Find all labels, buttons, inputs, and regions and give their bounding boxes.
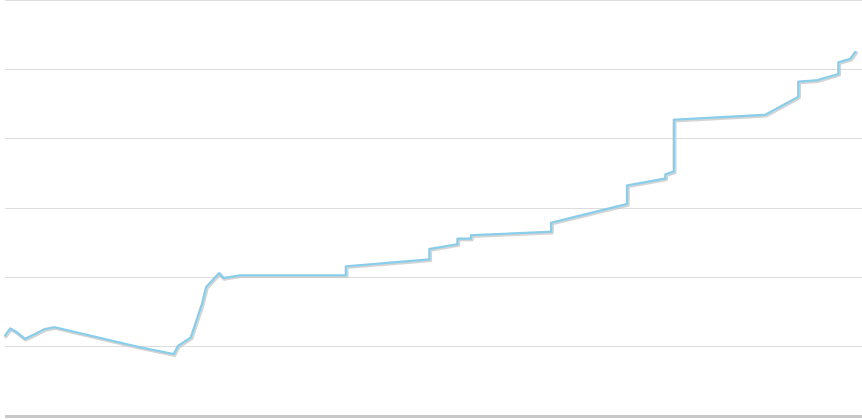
gridlines: [5, 0, 862, 347]
series-layer: [3, 50, 859, 357]
series-line-shadow: [4, 51, 859, 357]
series-line-1: [3, 50, 857, 356]
